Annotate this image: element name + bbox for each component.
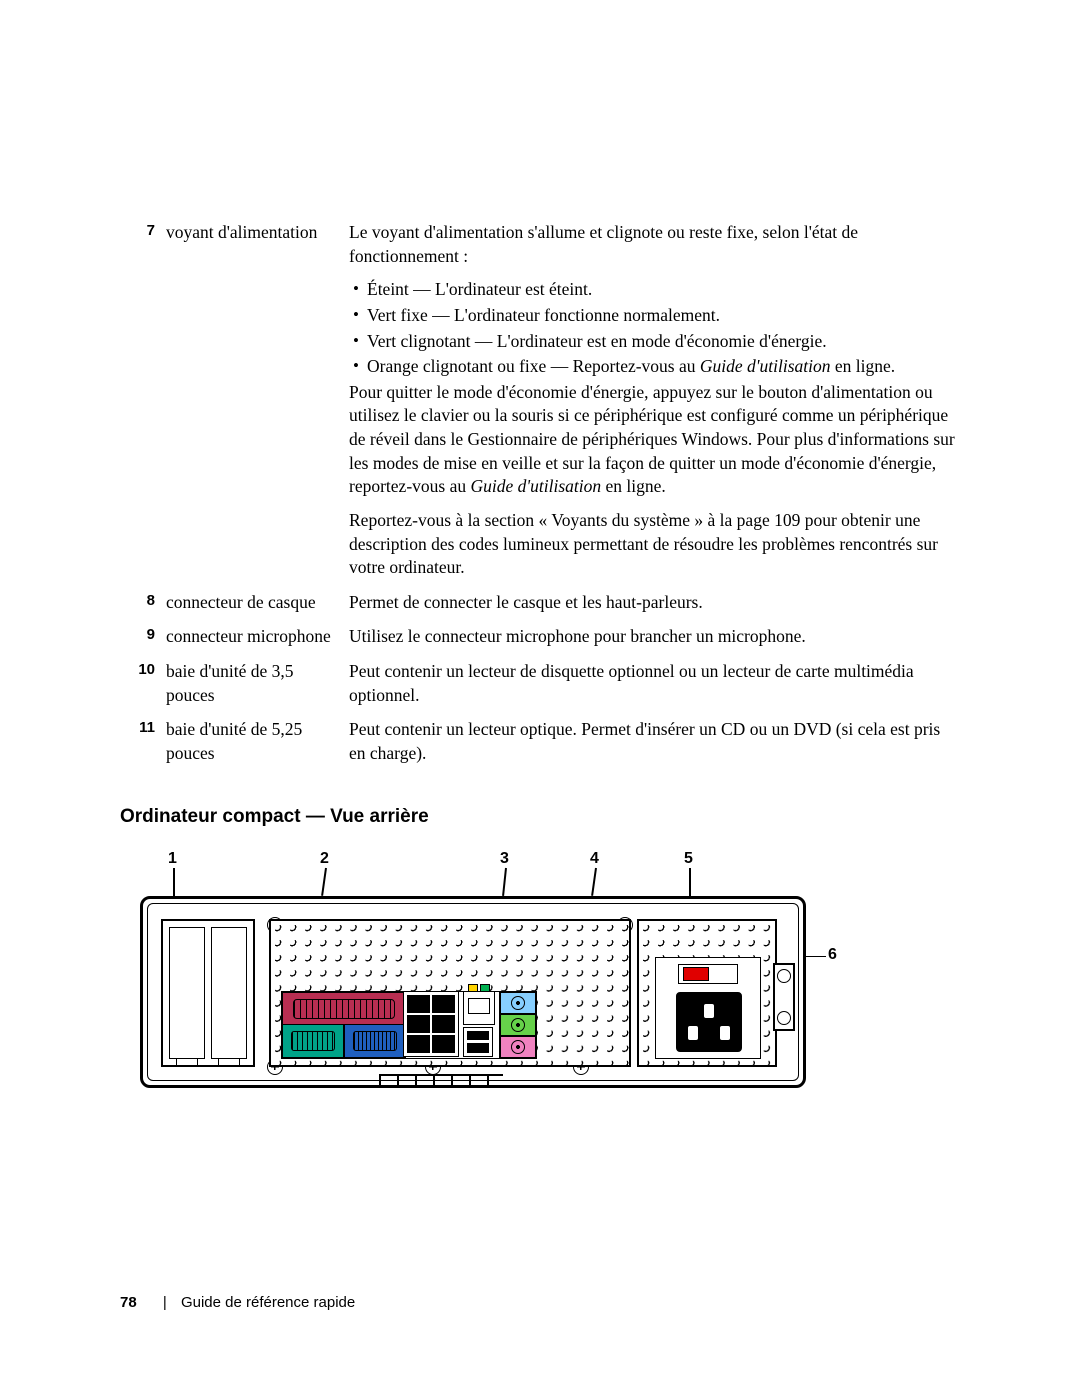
row-term: baie d'unité de 3,5 pouces bbox=[165, 659, 348, 717]
socket-pin-icon bbox=[720, 1026, 730, 1040]
ring-icon bbox=[777, 1011, 791, 1025]
leader-line bbox=[321, 867, 326, 895]
vga-port bbox=[344, 1024, 406, 1058]
row-description: Permet de connecter le casque et les hau… bbox=[348, 590, 960, 625]
usb-port-icon bbox=[407, 1015, 430, 1033]
line-in-jack bbox=[500, 992, 536, 1014]
line-out-jack bbox=[500, 1014, 536, 1036]
usb-port-icon bbox=[407, 1035, 430, 1053]
usb-port-icon bbox=[432, 1015, 455, 1033]
usb-port-icon bbox=[407, 995, 430, 1013]
rear-view-diagram: 1 2 3 4 5 bbox=[140, 850, 820, 1088]
bullet-item: Vert clignotant — L'ordinateur est en mo… bbox=[349, 330, 956, 354]
table-row: 7 voyant d'alimentation Le voyant d'alim… bbox=[120, 220, 960, 590]
row-description: Peut contenir un lecteur de disquette op… bbox=[348, 659, 960, 717]
vga-connector-icon bbox=[353, 1031, 397, 1051]
row-term: connecteur de casque bbox=[165, 590, 348, 625]
serial-port bbox=[282, 1024, 344, 1058]
row7-para2: Pour quitter le mode d'économie d'énergi… bbox=[349, 381, 956, 499]
parallel-port bbox=[282, 992, 406, 1026]
usb-port-icon bbox=[467, 1043, 489, 1053]
lan-led-icon bbox=[480, 984, 490, 992]
voltage-slider-icon bbox=[683, 967, 709, 981]
callout-1: 1 bbox=[168, 850, 177, 868]
row-number: 8 bbox=[120, 590, 165, 625]
table-row: 8 connecteur de casque Permet de connect… bbox=[120, 590, 960, 625]
bullet-item: Éteint — L'ordinateur est éteint. bbox=[349, 278, 956, 302]
leader-line bbox=[173, 868, 175, 896]
expansion-slot bbox=[169, 927, 205, 1059]
callout-6: 6 bbox=[828, 946, 837, 964]
definitions-table: 7 voyant d'alimentation Le voyant d'alim… bbox=[120, 220, 960, 776]
lan-led-icon bbox=[468, 984, 478, 992]
callout-3: 3 bbox=[500, 850, 509, 868]
usb-port-icon bbox=[432, 1035, 455, 1053]
callout-4: 4 bbox=[590, 850, 599, 868]
serial-connector-icon bbox=[291, 1031, 335, 1051]
chassis bbox=[140, 896, 806, 1088]
socket-pin-icon bbox=[704, 1004, 714, 1018]
expansion-slots bbox=[161, 919, 255, 1067]
jack-icon bbox=[511, 1040, 525, 1054]
table-row: 10 baie d'unité de 3,5 pouces Peut conte… bbox=[120, 659, 960, 717]
row-number: 10 bbox=[120, 659, 165, 717]
usb-port-icon bbox=[432, 995, 455, 1013]
page-footer: 78 | Guide de référence rapide bbox=[120, 1294, 355, 1311]
table-row: 11 baie d'unité de 5,25 pouces Peut cont… bbox=[120, 717, 960, 775]
jack-icon bbox=[511, 996, 525, 1010]
row7-bullets: Éteint — L'ordinateur est éteint. Vert f… bbox=[349, 278, 956, 379]
leader-line bbox=[689, 868, 691, 896]
callouts-top: 1 2 3 4 5 bbox=[140, 850, 820, 896]
section-heading: Ordinateur compact — Vue arrière bbox=[120, 806, 960, 828]
row-description: Peut contenir un lecteur optique. Permet… bbox=[348, 717, 960, 775]
table-row: 9 connecteur microphone Utilisez le conn… bbox=[120, 624, 960, 659]
bullet-item: Orange clignotant ou fixe — Reportez-vou… bbox=[349, 355, 956, 379]
ring-icon bbox=[777, 969, 791, 983]
page-number: 78 bbox=[120, 1294, 137, 1311]
row-description: Utilisez le connecteur microphone pour b… bbox=[348, 624, 960, 659]
voltage-switch bbox=[678, 964, 738, 984]
row7-intro: Le voyant d'alimentation s'allume et cli… bbox=[349, 221, 956, 268]
leader-line bbox=[502, 867, 506, 895]
jack-icon bbox=[511, 1018, 525, 1032]
mic-jack bbox=[500, 1036, 536, 1058]
parallel-connector-icon bbox=[293, 999, 395, 1019]
page: 7 voyant d'alimentation Le voyant d'alim… bbox=[0, 0, 1080, 1397]
footer-separator: | bbox=[163, 1294, 167, 1311]
footer-title: Guide de référence rapide bbox=[181, 1294, 355, 1311]
audio-jacks bbox=[499, 991, 537, 1059]
row-term: baie d'unité de 5,25 pouces bbox=[165, 717, 348, 775]
leader-line bbox=[806, 956, 826, 958]
cover-latch bbox=[773, 963, 795, 1031]
row-number: 11 bbox=[120, 717, 165, 775]
socket-pin-icon bbox=[688, 1026, 698, 1040]
lan-port bbox=[463, 991, 495, 1025]
row-term: voyant d'alimentation bbox=[165, 220, 348, 590]
row7-para3: Reportez-vous à la section « Voyants du … bbox=[349, 509, 956, 580]
row-number: 7 bbox=[120, 220, 165, 590]
row-term: connecteur microphone bbox=[165, 624, 348, 659]
leader-line bbox=[591, 867, 596, 895]
callout-2: 2 bbox=[320, 850, 329, 868]
bottom-notch bbox=[379, 1074, 503, 1086]
power-socket bbox=[676, 992, 742, 1052]
usb-block bbox=[403, 991, 459, 1057]
callout-5: 5 bbox=[684, 850, 693, 868]
bullet-item: Vert fixe — L'ordinateur fonctionne norm… bbox=[349, 304, 956, 328]
row-number: 9 bbox=[120, 624, 165, 659]
usb-port-icon bbox=[467, 1031, 489, 1041]
psu-panel bbox=[655, 957, 761, 1059]
expansion-slot bbox=[211, 927, 247, 1059]
usb-lower-block bbox=[463, 1027, 493, 1057]
row-description: Le voyant d'alimentation s'allume et cli… bbox=[348, 220, 960, 590]
